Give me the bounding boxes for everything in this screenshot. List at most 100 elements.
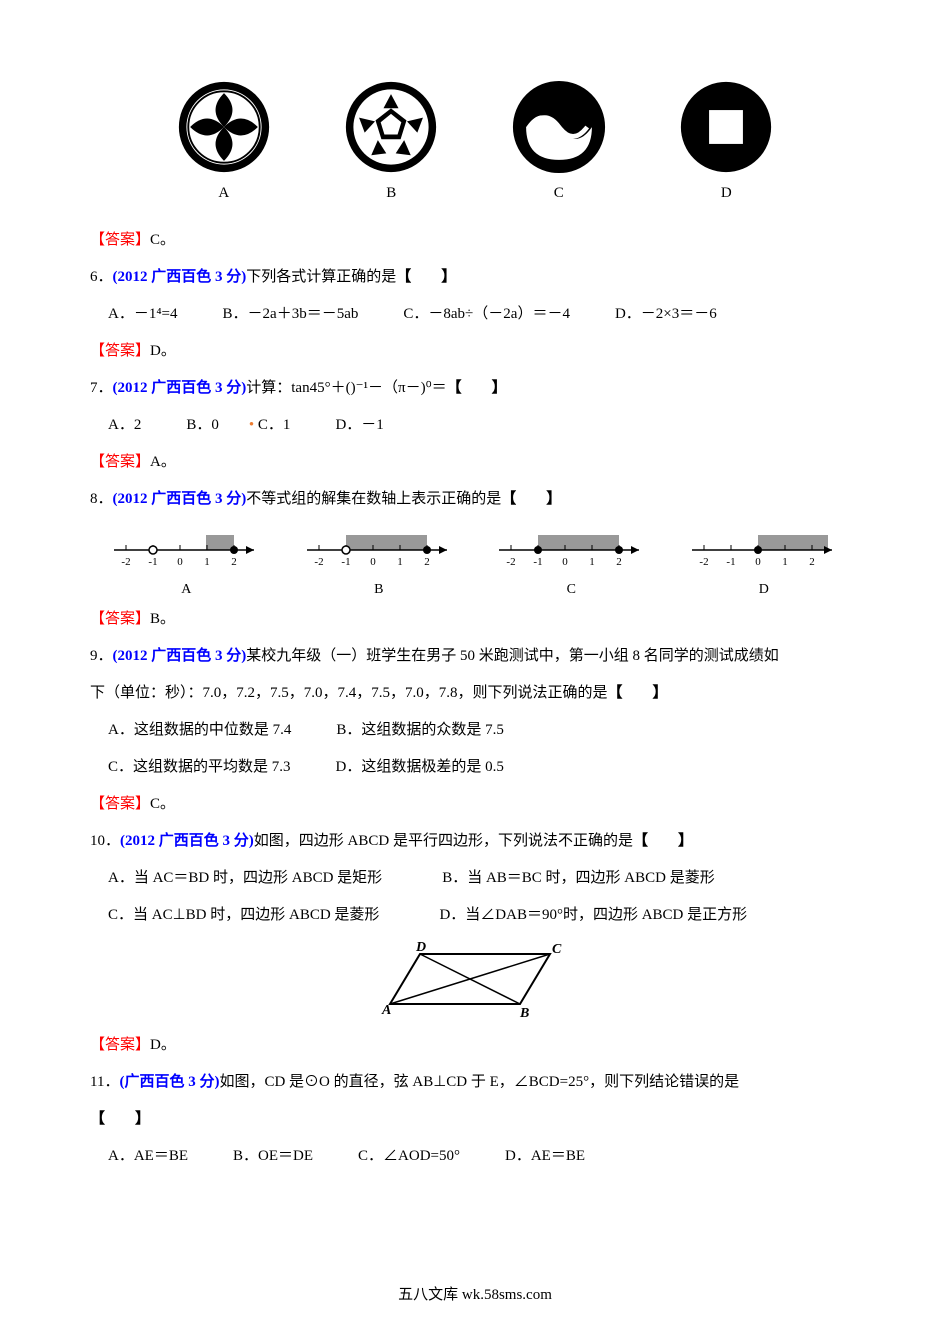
answer-label: 【答案】	[90, 454, 150, 470]
q-num: 9．	[90, 648, 113, 664]
page-footer: 五八文库 wk.58sms.com	[0, 1283, 950, 1304]
icon-D-label: D	[679, 185, 773, 202]
icon-B-label: B	[344, 185, 438, 202]
q6-optC: C．－8ab÷（－2a）＝－4	[403, 306, 570, 322]
q6-optB: B．－2a＋3b＝－5ab	[223, 306, 359, 322]
number-line-row: -2 -1 0 1 2 A -2 -1 0 1 2 B	[90, 525, 860, 598]
q-text: 如图，CD 是⊙O 的直径，弦 AB⊥CD 于 E，∠BCD=25°，则下列结论…	[219, 1074, 739, 1090]
q7-options: A．2 B．0 • C．1 D．－1	[90, 412, 860, 439]
q6-stem: 6．(2012 广西百色 3 分)下列各式计算正确的是【 】	[90, 264, 860, 291]
answer-value: D。	[150, 343, 176, 359]
q-bracket: 【 】	[396, 269, 456, 285]
q9-optA: A．这组数据的中位数是 7.4	[108, 722, 291, 738]
q-text: 计算：tan45°＋()⁻¹－（π－)⁰＝	[246, 380, 446, 396]
svg-text:1: 1	[397, 556, 403, 568]
q-num: 7．	[90, 380, 113, 396]
answer-label: 【答案】	[90, 343, 150, 359]
nl-B-label: B	[299, 582, 459, 598]
q-text: 不等式组的解集在数轴上表示正确的是	[246, 491, 501, 507]
svg-text:C: C	[552, 942, 562, 957]
svg-text:-1: -1	[726, 556, 735, 568]
icon-C: C	[512, 80, 606, 202]
svg-text:2: 2	[617, 556, 623, 568]
icon-A: A	[177, 80, 271, 202]
svg-text:0: 0	[755, 556, 761, 568]
q-text: 下列各式计算正确的是	[246, 269, 396, 285]
q9-stem-2: 下（单位：秒）：7.0，7.2，7.5，7.0，7.4，7.5，7.0，7.8，…	[90, 680, 860, 707]
svg-text:1: 1	[590, 556, 596, 568]
parallelogram-figure: D C A B	[90, 939, 860, 1024]
q-num: 8．	[90, 491, 113, 507]
q6-answer: 【答案】D。	[90, 338, 860, 365]
answer-label: 【答案】	[90, 232, 150, 248]
q-bracket: 【 】	[501, 491, 561, 507]
q-text: 如图，四边形 ABCD 是平行四边形，下列说法不正确的是	[254, 833, 633, 849]
svg-text:-2: -2	[507, 556, 516, 568]
icon-row: A B C	[90, 80, 860, 202]
q-bracket: 【 】	[633, 833, 693, 849]
q11-stem: 11．(广西百色 3 分)如图，CD 是⊙O 的直径，弦 AB⊥CD 于 E，∠…	[90, 1069, 860, 1096]
q10-optC: C．当 AC⊥BD 时，四边形 ABCD 是菱形	[108, 907, 379, 923]
q9-optB: B．这组数据的众数是 7.5	[336, 722, 504, 738]
answer-value: B。	[150, 611, 175, 627]
q-text2: 下（单位：秒）：7.0，7.2，7.5，7.0，7.4，7.5，7.0，7.8，…	[90, 685, 608, 701]
q8-stem: 8．(2012 广西百色 3 分)不等式组的解集在数轴上表示正确的是【 】	[90, 486, 860, 513]
answer-value: C。	[150, 796, 175, 812]
q9-stem-1: 9．(2012 广西百色 3 分)某校九年级（一）班学生在男子 50 米跑测试中…	[90, 643, 860, 670]
q9-optC: C．这组数据的平均数是 7.3	[108, 759, 291, 775]
q-num: 10．	[90, 833, 120, 849]
svg-text:0: 0	[370, 556, 376, 568]
q-source: (2012 广西百色 3 分)	[113, 380, 247, 396]
answer-label: 【答案】	[90, 796, 150, 812]
svg-text:1: 1	[205, 556, 211, 568]
svg-text:2: 2	[424, 556, 430, 568]
icon-B: B	[344, 80, 438, 202]
svg-text:B: B	[519, 1006, 529, 1019]
q5-answer: 【答案】C。	[90, 227, 860, 254]
q6-optA: A．－1⁴=4	[108, 306, 178, 322]
q-source: (广西百色 3 分)	[119, 1074, 219, 1090]
number-line-B: -2 -1 0 1 2 B	[299, 525, 459, 598]
q11-optB: B．OE＝DE	[233, 1148, 313, 1164]
svg-text:2: 2	[232, 556, 238, 568]
q11-optD: D．AE＝BE	[505, 1148, 585, 1164]
q-num: 11．	[90, 1074, 119, 1090]
svg-text:-2: -2	[314, 556, 323, 568]
answer-label: 【答案】	[90, 1037, 150, 1053]
svg-text:-1: -1	[149, 556, 158, 568]
q-source: (2012 广西百色 3 分)	[113, 648, 247, 664]
q7-stem: 7．(2012 广西百色 3 分)计算：tan45°＋()⁻¹－（π－)⁰＝【 …	[90, 375, 860, 402]
svg-text:D: D	[415, 940, 426, 955]
q10-options-row2: C．当 AC⊥BD 时，四边形 ABCD 是菱形 D．当∠DAB＝90°时，四边…	[90, 902, 860, 929]
svg-text:-2: -2	[122, 556, 131, 568]
q9-options-row1: A．这组数据的中位数是 7.4 B．这组数据的众数是 7.5	[90, 717, 860, 744]
icon-D: D	[679, 80, 773, 202]
q6-options: A．－1⁴=4 B．－2a＋3b＝－5ab C．－8ab÷（－2a）＝－4 D．…	[90, 301, 860, 328]
q-source: (2012 广西百色 3 分)	[113, 491, 247, 507]
q8-answer: 【答案】B。	[90, 606, 860, 633]
svg-text:-1: -1	[534, 556, 543, 568]
q10-stem: 10．(2012 广西百色 3 分)如图，四边形 ABCD 是平行四边形，下列说…	[90, 828, 860, 855]
q-bracket: 【 】	[447, 380, 507, 396]
q7-optC: C．1	[258, 417, 291, 433]
number-line-C: -2-1 012 C	[491, 525, 651, 598]
svg-text:-1: -1	[341, 556, 350, 568]
svg-text:-2: -2	[699, 556, 708, 568]
answer-label: 【答案】	[90, 611, 150, 627]
q-text: 某校九年级（一）班学生在男子 50 米跑测试中，第一小组 8 名同学的测试成绩如	[246, 648, 779, 664]
number-line-A: -2-1 012 A	[106, 525, 266, 598]
nl-A-label: A	[106, 582, 266, 598]
q-num: 6．	[90, 269, 113, 285]
q7-optA: A．2	[108, 417, 141, 433]
svg-text:A: A	[381, 1003, 391, 1018]
q11-optA: A．AE＝BE	[108, 1148, 188, 1164]
q9-answer: 【答案】C。	[90, 791, 860, 818]
q10-optA: A．当 AC＝BD 时，四边形 ABCD 是矩形	[108, 870, 382, 886]
svg-text:2: 2	[809, 556, 815, 568]
number-line-D: -2 -1 0 1 2 D	[684, 525, 844, 598]
nl-D-label: D	[684, 582, 844, 598]
q10-optD: D．当∠DAB＝90°时，四边形 ABCD 是正方形	[439, 907, 747, 923]
svg-text:1: 1	[782, 556, 788, 568]
q7-answer: 【答案】A。	[90, 449, 860, 476]
svg-text:0: 0	[563, 556, 569, 568]
